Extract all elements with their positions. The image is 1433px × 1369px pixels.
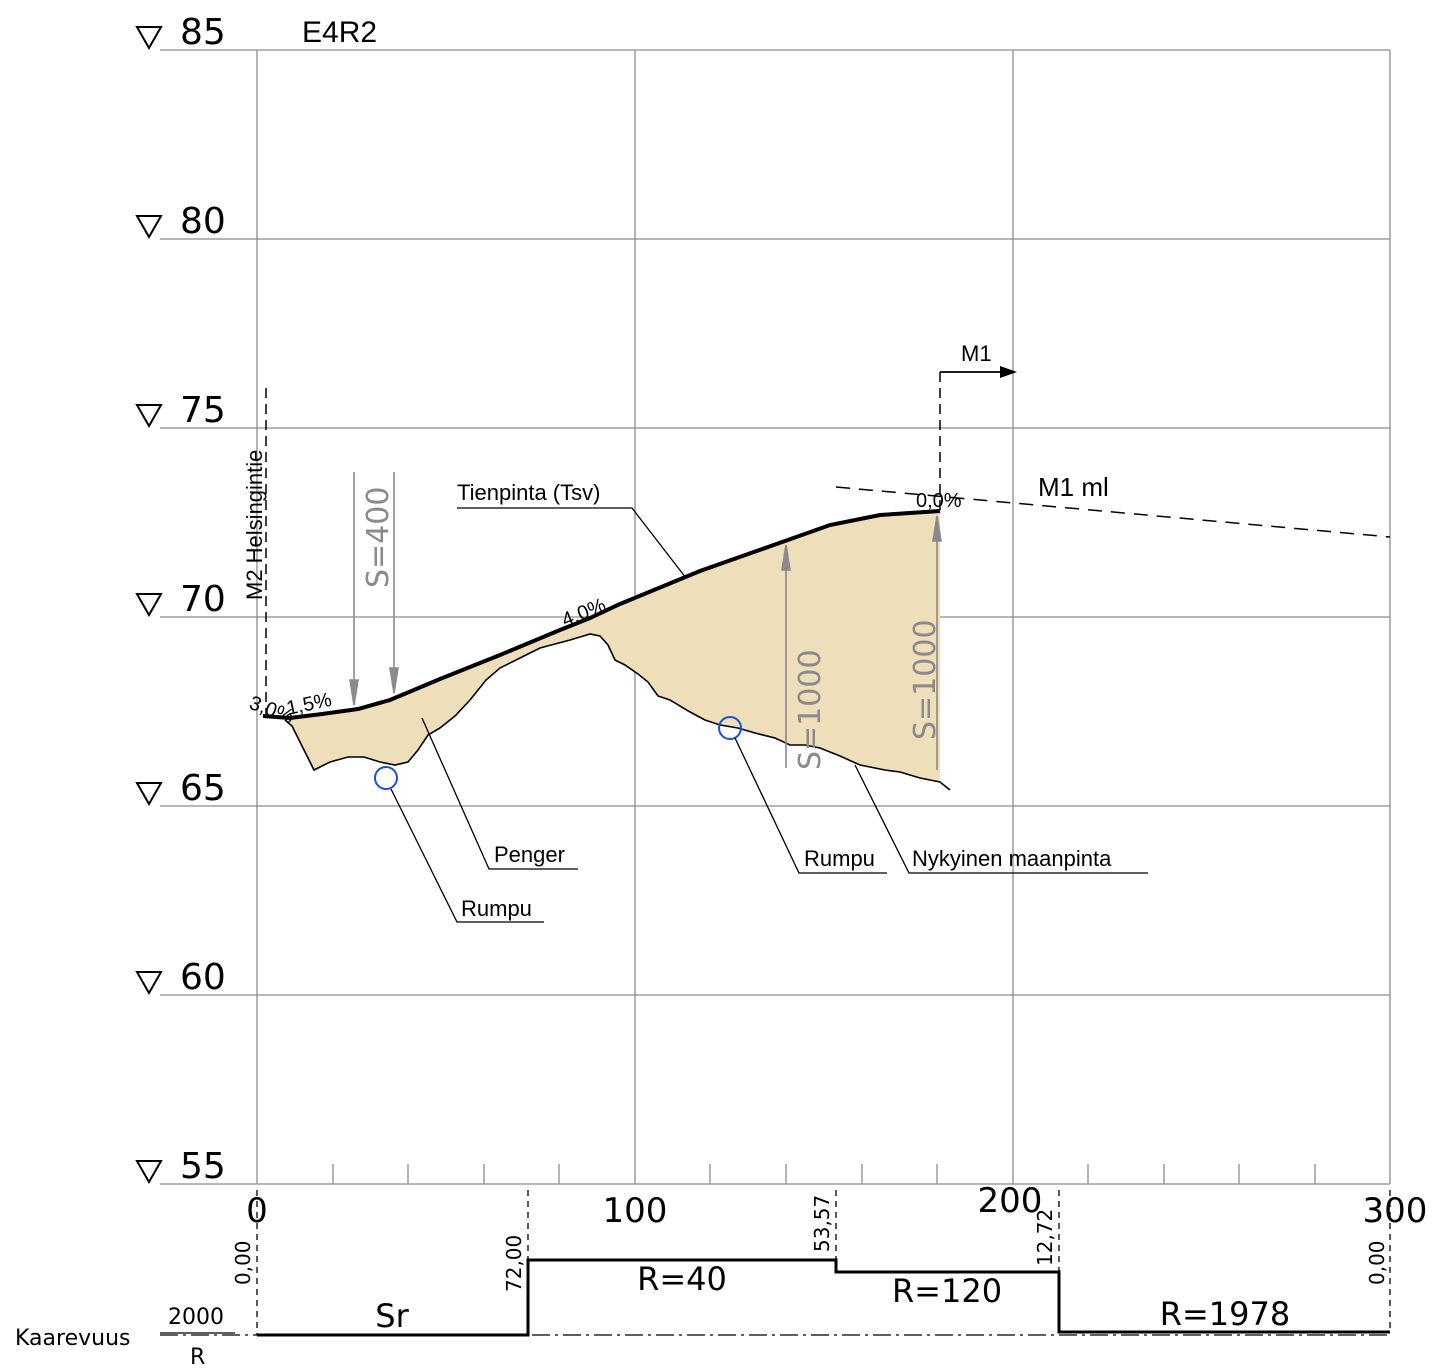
embankment-label: Penger xyxy=(494,842,565,867)
grid xyxy=(160,49,1391,1185)
curvature-value: 12,72 xyxy=(1033,1209,1057,1266)
station-0: 0 xyxy=(246,1191,268,1231)
elevation-70: 70 xyxy=(180,579,226,620)
curvature-scale-bottom: R xyxy=(190,1345,205,1369)
culvert-circle-icon xyxy=(374,766,398,790)
m1-ml-label: M1 ml xyxy=(1038,472,1109,502)
station-ticks xyxy=(332,1164,1316,1184)
road-surface-label: Tienpinta (Tsv) xyxy=(457,480,600,505)
curvature-value: 53,57 xyxy=(810,1195,834,1252)
vertical-curve-label: S=1000 xyxy=(908,619,943,740)
embankment-fill xyxy=(263,511,940,782)
arrow-right-icon xyxy=(1000,366,1017,378)
curvature-segment: R=120 xyxy=(892,1272,1002,1310)
level-triangle-icon xyxy=(135,971,163,996)
level-triangle-icon xyxy=(135,26,163,51)
elevation-65: 65 xyxy=(180,768,226,809)
level-triangles xyxy=(135,26,163,1185)
station-100: 100 xyxy=(603,1191,668,1231)
elevation-labels: 85 80 75 70 65 60 55 xyxy=(180,12,226,1187)
curvature-value: 0,00 xyxy=(231,1240,255,1285)
level-triangle-icon xyxy=(135,215,163,240)
curvature-line xyxy=(257,1258,1390,1337)
level-triangle-icon xyxy=(135,404,163,429)
elevation-75: 75 xyxy=(180,390,226,431)
existing-ground-line xyxy=(284,633,951,791)
road-surface-line xyxy=(262,509,941,721)
curvature-segment: R=40 xyxy=(637,1260,727,1298)
vertical-curve-label: S=1000 xyxy=(793,649,828,770)
curvature-value: 72,00 xyxy=(502,1235,526,1292)
elevation-80: 80 xyxy=(180,201,226,242)
m1-label: M1 xyxy=(961,341,992,366)
vertical-curve-label: S=400 xyxy=(361,487,396,588)
drawing-title: E4R2 xyxy=(302,16,377,49)
existing-ground-label: Nykyinen maanpinta xyxy=(912,846,1112,871)
curvature-scale-top: 2000 xyxy=(168,1305,224,1330)
curvature-segment: Sr xyxy=(375,1297,409,1335)
elevation-60: 60 xyxy=(180,957,226,998)
level-triangle-icon xyxy=(135,593,163,618)
station-300: 300 xyxy=(1363,1191,1428,1231)
grade-label: 0,0% xyxy=(916,490,962,512)
level-triangle-icon xyxy=(135,1160,163,1185)
curvature-value: 0,00 xyxy=(1365,1240,1389,1285)
curvature-segment: R=1978 xyxy=(1160,1295,1290,1333)
m1-ml-line xyxy=(835,486,1391,538)
level-triangle-icon xyxy=(135,782,163,807)
vertical-curve-markers xyxy=(349,472,942,770)
culvert-label: Rumpu xyxy=(461,896,532,921)
m1-marker xyxy=(939,366,1017,510)
curvature-label: Kaarevuus xyxy=(15,1326,130,1351)
m2-label: M2 Helsingintie xyxy=(242,450,267,600)
culvert-label: Rumpu xyxy=(804,846,875,871)
elevation-55: 55 xyxy=(180,1146,226,1187)
elevation-85: 85 xyxy=(180,12,226,53)
curvature-diagram xyxy=(160,1190,1391,1337)
station-200: 200 xyxy=(978,1181,1043,1221)
culvert-circle-icon xyxy=(718,716,742,740)
leader-lines xyxy=(390,507,1148,923)
